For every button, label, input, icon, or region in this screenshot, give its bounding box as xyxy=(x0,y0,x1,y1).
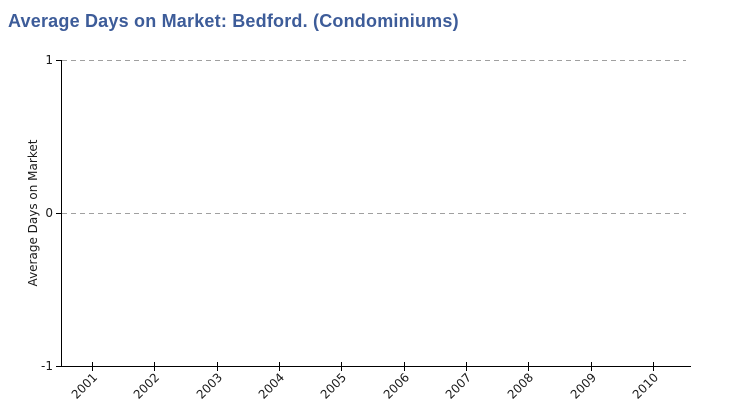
x-tick-2010 xyxy=(652,362,654,371)
x-tick-label-2006: 2006 xyxy=(380,370,412,402)
gridline-y-0 xyxy=(62,213,686,214)
y-tick-label-0: 0 xyxy=(45,206,53,220)
y-tick--1 xyxy=(56,366,61,367)
y-axis-line xyxy=(61,60,62,367)
y-tick-0 xyxy=(56,213,61,214)
x-tick-label-2009: 2009 xyxy=(567,370,599,402)
x-tick-label-2001: 2001 xyxy=(68,370,101,402)
y-tick-label-1: 1 xyxy=(45,53,53,67)
x-tick-2001 xyxy=(92,362,93,371)
x-tick-label-2005: 2005 xyxy=(318,370,350,402)
x-tick-2006 xyxy=(403,362,405,371)
x-tick-label-2010: 2010 xyxy=(629,370,662,402)
x-tick-2008 xyxy=(528,362,530,371)
x-tick-label-2003: 2003 xyxy=(193,370,225,402)
gridline-y-1 xyxy=(62,60,686,61)
x-tick-label-2007: 2007 xyxy=(442,370,475,402)
x-tick-2005 xyxy=(341,362,343,371)
y-tick-1 xyxy=(56,60,61,61)
x-tick-2007 xyxy=(465,362,467,371)
x-tick-2009 xyxy=(590,362,592,371)
x-tick-2003 xyxy=(216,362,218,371)
x-tick-2004 xyxy=(278,362,280,371)
x-tick-2002 xyxy=(154,362,156,371)
x-axis-line xyxy=(61,366,691,367)
y-tick-label--1: -1 xyxy=(41,359,53,373)
x-tick-label-2002: 2002 xyxy=(131,370,163,402)
chart-title: Average Days on Market: Bedford. (Condom… xyxy=(8,11,459,31)
x-tick-label-2008: 2008 xyxy=(504,370,537,402)
x-tick-label-2004: 2004 xyxy=(255,370,288,402)
